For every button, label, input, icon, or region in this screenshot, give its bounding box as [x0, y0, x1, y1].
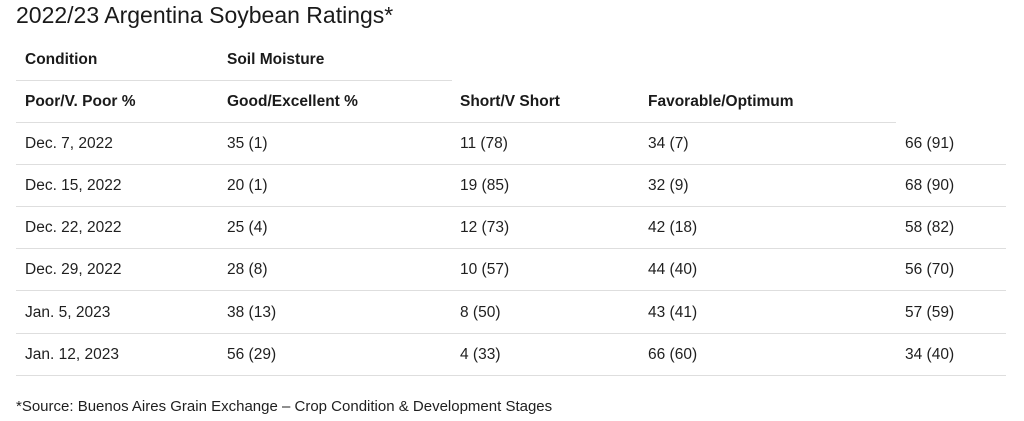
- row-divider: [16, 375, 1006, 376]
- table-row: Jan. 12, 2023 56 (29) 4 (33) 66 (60) 34 …: [16, 334, 1006, 376]
- table-cell: 34 (7): [648, 135, 689, 152]
- header-row1-rule: [16, 80, 452, 81]
- table-row: Jan. 5, 2023 38 (13) 8 (50) 43 (41) 57 (…: [16, 292, 1006, 334]
- table-cell: 20 (1): [227, 177, 268, 194]
- page-title: 2022/23 Argentina Soybean Ratings*: [16, 2, 394, 28]
- table-cell: 58 (82): [905, 219, 955, 236]
- table-cell: 19 (85): [460, 177, 510, 194]
- table-cell: 42 (18): [648, 219, 698, 236]
- header-row2-rule: [16, 122, 896, 123]
- table-cell: 43 (41): [648, 304, 698, 321]
- row-divider: [16, 248, 1006, 249]
- table-cell: Dec. 15, 2022: [25, 177, 122, 194]
- table-cell: 4 (33): [460, 346, 501, 363]
- table-cell: Dec. 22, 2022: [25, 219, 122, 236]
- table-cell: 12 (73): [460, 219, 510, 236]
- header-favorable-optimum: Favorable/Optimum: [648, 93, 794, 110]
- table-cell: 38 (13): [227, 304, 277, 321]
- row-divider: [16, 290, 1006, 291]
- table-cell: 66 (60): [648, 346, 698, 363]
- header-good-excellent: Good/Excellent %: [227, 93, 358, 110]
- table-row: Dec. 7, 2022 35 (1) 11 (78) 34 (7) 66 (9…: [16, 123, 1006, 165]
- table-cell: Dec. 7, 2022: [25, 135, 113, 152]
- row-divider: [16, 206, 1006, 207]
- table-cell: Dec. 29, 2022: [25, 261, 122, 278]
- table-cell: Jan. 5, 2023: [25, 304, 111, 321]
- table-cell: Jan. 12, 2023: [25, 346, 119, 363]
- header-condition: Condition: [25, 51, 98, 68]
- table-cell: 35 (1): [227, 135, 268, 152]
- header-short-vshort: Short/V Short: [460, 93, 560, 110]
- source-footnote: *Source: Buenos Aires Grain Exchange – C…: [16, 398, 553, 415]
- table-cell: 11 (78): [460, 135, 508, 152]
- table-cell: 34 (40): [905, 346, 955, 363]
- table-row: Dec. 29, 2022 28 (8) 10 (57) 44 (40) 56 …: [16, 249, 1006, 291]
- table-cell: 57 (59): [905, 304, 955, 321]
- table-cell: 32 (9): [648, 177, 689, 194]
- table-cell: 8 (50): [460, 304, 501, 321]
- table-cell: 56 (29): [227, 346, 277, 363]
- table-cell: 56 (70): [905, 261, 955, 278]
- table-row: Dec. 22, 2022 25 (4) 12 (73) 42 (18) 58 …: [16, 207, 1006, 249]
- table-cell: 28 (8): [227, 261, 268, 278]
- table-cell: 66 (91): [905, 135, 955, 152]
- table-cell: 44 (40): [648, 261, 698, 278]
- row-divider: [16, 164, 1006, 165]
- header-poor-vpoor: Poor/V. Poor %: [25, 93, 136, 110]
- table-row: Dec. 15, 2022 20 (1) 19 (85) 32 (9) 68 (…: [16, 165, 1006, 207]
- table-cell: 68 (90): [905, 177, 955, 194]
- row-divider: [16, 333, 1006, 334]
- table-cell: 10 (57): [460, 261, 510, 278]
- header-soil-moisture: Soil Moisture: [227, 51, 325, 68]
- table-cell: 25 (4): [227, 219, 268, 236]
